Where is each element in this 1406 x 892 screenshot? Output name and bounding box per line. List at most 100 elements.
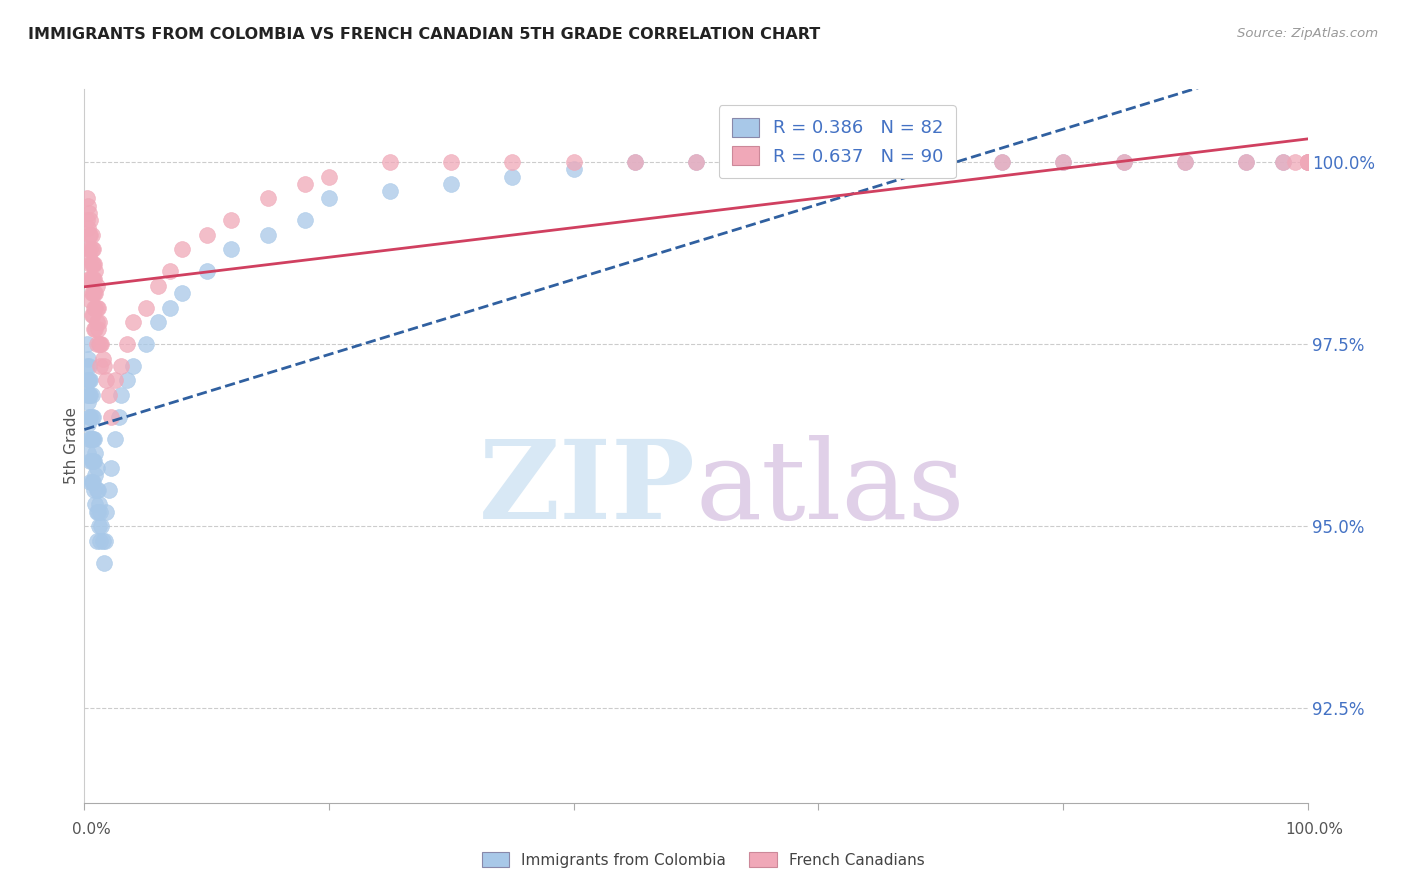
Point	[90, 519, 112, 533]
Point	[747, 155, 769, 169]
Point	[76, 213, 98, 227]
Point	[82, 243, 104, 257]
Point	[84, 497, 107, 511]
Legend: R = 0.386   N = 82, R = 0.637   N = 90: R = 0.386 N = 82, R = 0.637 N = 90	[718, 105, 956, 178]
Point	[104, 374, 127, 388]
Point	[159, 264, 181, 278]
Point	[318, 169, 340, 184]
Point	[122, 315, 145, 329]
Point	[80, 257, 103, 271]
Point	[83, 271, 105, 285]
Point	[82, 308, 104, 322]
Point	[79, 388, 101, 402]
Point	[1272, 155, 1295, 169]
Point	[77, 388, 100, 402]
Point	[1296, 155, 1319, 169]
Point	[79, 243, 101, 257]
Point	[79, 227, 101, 242]
Point	[87, 337, 110, 351]
Point	[76, 337, 98, 351]
Point	[79, 257, 101, 271]
Point	[80, 243, 103, 257]
Point	[87, 497, 110, 511]
Point	[80, 286, 103, 301]
Point	[100, 409, 122, 424]
Point	[77, 250, 100, 264]
Point	[195, 227, 218, 242]
Point	[86, 337, 108, 351]
Point	[79, 374, 101, 388]
Point	[77, 446, 100, 460]
Text: ZIP: ZIP	[479, 435, 696, 542]
Text: IMMIGRANTS FROM COLOMBIA VS FRENCH CANADIAN 5TH GRADE CORRELATION CHART: IMMIGRANTS FROM COLOMBIA VS FRENCH CANAD…	[28, 27, 820, 42]
Point	[1234, 155, 1257, 169]
Point	[86, 278, 108, 293]
Point	[1296, 155, 1319, 169]
Point	[82, 409, 104, 424]
Point	[107, 409, 129, 424]
Point	[94, 533, 117, 548]
Point	[1272, 155, 1295, 169]
Point	[83, 301, 105, 315]
Point	[100, 460, 122, 475]
Point	[87, 315, 110, 329]
Point	[172, 286, 194, 301]
Point	[440, 177, 463, 191]
Point	[97, 483, 120, 497]
Point	[807, 155, 830, 169]
Point	[87, 301, 110, 315]
Point	[1052, 155, 1074, 169]
Point	[84, 446, 107, 460]
Point	[624, 155, 647, 169]
Point	[79, 213, 101, 227]
Point	[991, 155, 1014, 169]
Point	[79, 409, 101, 424]
Point	[82, 271, 104, 285]
Point	[90, 337, 112, 351]
Point	[135, 301, 157, 315]
Point	[86, 460, 108, 475]
Point	[110, 359, 132, 373]
Point	[79, 475, 101, 490]
Point	[97, 388, 120, 402]
Point	[195, 264, 218, 278]
Point	[929, 155, 952, 169]
Point	[1174, 155, 1197, 169]
Point	[79, 432, 101, 446]
Point	[1052, 155, 1074, 169]
Point	[80, 409, 103, 424]
Text: 100.0%: 100.0%	[1285, 822, 1344, 837]
Point	[86, 483, 108, 497]
Point	[869, 155, 891, 169]
Point	[1296, 155, 1319, 169]
Point	[1234, 155, 1257, 169]
Point	[89, 359, 111, 373]
Point	[91, 351, 114, 366]
Point	[79, 453, 101, 467]
Point	[86, 504, 108, 518]
Point	[76, 191, 98, 205]
Point	[79, 271, 101, 285]
Point	[83, 432, 105, 446]
Point	[685, 155, 707, 169]
Point	[159, 301, 181, 315]
Point	[294, 177, 316, 191]
Point	[84, 286, 107, 301]
Point	[83, 286, 105, 301]
Point	[89, 533, 111, 548]
Point	[135, 337, 157, 351]
Point	[146, 315, 169, 329]
Point	[96, 374, 118, 388]
Point	[77, 220, 100, 235]
Point	[1114, 155, 1136, 169]
Point	[77, 271, 100, 285]
Point	[82, 475, 104, 490]
Point	[146, 278, 169, 293]
Point	[84, 264, 107, 278]
Text: Source: ZipAtlas.com: Source: ZipAtlas.com	[1237, 27, 1378, 40]
Point	[562, 162, 585, 177]
Point	[1296, 155, 1319, 169]
Point	[219, 213, 242, 227]
Point	[380, 155, 402, 169]
Point	[80, 388, 103, 402]
